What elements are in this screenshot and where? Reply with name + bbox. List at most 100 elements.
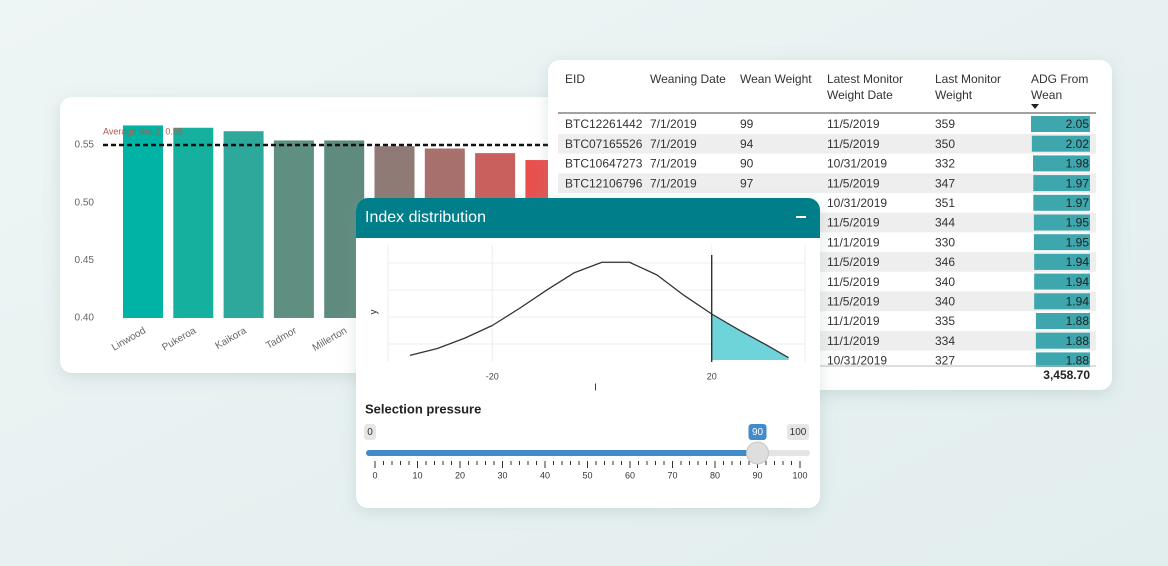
density-plot: -20 20 Iy <box>369 245 789 394</box>
slider-tick-label: 10 <box>412 470 422 480</box>
slider-badge-label: 0 <box>367 427 373 438</box>
table-cell: 11/1/2019 <box>827 314 880 328</box>
slider-tick-label: 60 <box>625 470 635 480</box>
table-cell: 340 <box>935 275 955 289</box>
table-cell: 7/1/2019 <box>650 157 697 171</box>
table-cell: 330 <box>935 235 955 249</box>
table-cell: BTC12106796 <box>565 176 643 190</box>
bar <box>273 140 314 318</box>
column-header[interactable]: Weight Date <box>827 88 893 102</box>
slider-tick-label: 90 <box>752 470 762 480</box>
column-header[interactable]: Wean <box>1031 88 1062 102</box>
column-header[interactable]: Weaning Date <box>650 72 726 86</box>
slider-fill <box>366 450 758 456</box>
card-header <box>356 198 820 238</box>
table-cell: 11/5/2019 <box>827 117 880 131</box>
table-cell: 11/5/2019 <box>827 255 880 269</box>
table-cell: 334 <box>935 334 955 348</box>
y-axis-label: y <box>369 310 380 315</box>
table-cell: 10/31/2019 <box>827 157 887 171</box>
table-cell: 1.88 <box>1066 354 1090 368</box>
table-total: 3,458.70 <box>1043 368 1090 382</box>
y-tick-label: 0.50 <box>75 197 95 208</box>
x-axis-label: I <box>594 383 597 394</box>
table-cell: 1.94 <box>1066 275 1090 289</box>
slider-tick-label: 0 <box>372 470 377 480</box>
slider[interactable]: 0 10 20 30 40 50 60 70 80 90 100 0 100 90 <box>364 424 810 480</box>
table-cell: 7/1/2019 <box>650 176 697 190</box>
table-cell: 332 <box>935 157 955 171</box>
data-bar <box>1031 135 1090 152</box>
density-card: Index distribution -20 20 Iy Selection pre… <box>356 198 820 508</box>
table-cell: 1.88 <box>1066 334 1090 348</box>
average-label: Average line 1: 0.55 <box>103 126 183 136</box>
bar <box>173 127 214 318</box>
table-cell: 97 <box>740 176 754 190</box>
table-cell: 99 <box>740 117 754 131</box>
bar <box>123 125 163 318</box>
table-cell: 7/1/2019 <box>650 117 697 131</box>
x-tick-label: -20 <box>486 371 499 381</box>
table-cell: 350 <box>935 137 955 151</box>
table-cell: 347 <box>935 176 955 190</box>
bar <box>223 131 264 318</box>
table-cell: 11/5/2019 <box>827 176 880 190</box>
table-cell: 11/1/2019 <box>827 334 880 348</box>
column-header[interactable]: Wean Weight <box>740 72 812 86</box>
table-cell: 1.95 <box>1066 216 1090 230</box>
data-bar <box>1033 234 1090 251</box>
table-cell: 1.97 <box>1066 176 1090 190</box>
data-bar <box>1034 273 1090 290</box>
data-bar <box>1035 352 1090 367</box>
row-shade <box>558 173 1096 193</box>
slider-tick-label: 30 <box>497 470 507 480</box>
slider-badge-label: 100 <box>790 427 807 438</box>
table-cell: 94 <box>740 137 754 151</box>
slider-handle[interactable] <box>746 441 769 465</box>
table-cell: 1.88 <box>1066 314 1090 328</box>
slider-badge <box>787 424 809 440</box>
table-cell: 340 <box>935 294 955 308</box>
data-bar <box>1033 155 1090 172</box>
table-cell: 10/31/2019 <box>827 354 887 368</box>
slider-badge-label: 90 <box>752 427 764 438</box>
table-cell: 1.94 <box>1066 294 1090 308</box>
column-header[interactable]: Latest Monitor <box>827 72 903 86</box>
slider-label: Selection pressure <box>365 401 481 416</box>
y-tick-label: 0.45 <box>75 255 95 266</box>
table-cell: 344 <box>935 216 955 230</box>
table-cell: BTC10647273 <box>565 157 643 171</box>
table-cell: 7/1/2019 <box>650 137 697 151</box>
table-cell: 11/5/2019 <box>827 294 880 308</box>
y-tick-label: 0.55 <box>75 140 95 151</box>
data-bar <box>1033 194 1090 211</box>
table-cell: 351 <box>935 196 955 210</box>
sort-arrow[interactable] <box>1031 104 1039 109</box>
slider-tick-label: 50 <box>582 470 592 480</box>
data-bar <box>1034 293 1090 310</box>
table-cell: 11/5/2019 <box>827 137 880 151</box>
data-bar <box>1033 214 1090 231</box>
table-cell: 10/31/2019 <box>827 196 887 210</box>
table-cell: 2.05 <box>1066 117 1090 131</box>
y-tick-label: 0.40 <box>75 313 95 324</box>
table-cell: 11/5/2019 <box>827 275 880 289</box>
column-header[interactable]: EID <box>565 72 585 86</box>
column-header[interactable]: ADG From <box>1031 72 1088 86</box>
table-cell: 327 <box>935 354 955 368</box>
table-cell: 1.97 <box>1066 196 1090 210</box>
slider-tick-label: 80 <box>710 470 720 480</box>
column-header[interactable]: Last Monitor <box>935 72 1001 86</box>
data-bar <box>1033 175 1090 192</box>
table-cell: 335 <box>935 314 955 328</box>
slider-tick-label: 20 <box>455 470 465 480</box>
row-shade <box>558 133 1096 154</box>
table-cell: 1.94 <box>1066 255 1090 269</box>
data-bar <box>1034 253 1090 270</box>
table-cell: 359 <box>935 117 955 131</box>
slider-badge <box>364 424 376 440</box>
column-header[interactable]: Weight <box>935 88 973 102</box>
table-cell: BTC12261442 <box>565 117 643 131</box>
slider-tick-label: 40 <box>540 470 550 480</box>
